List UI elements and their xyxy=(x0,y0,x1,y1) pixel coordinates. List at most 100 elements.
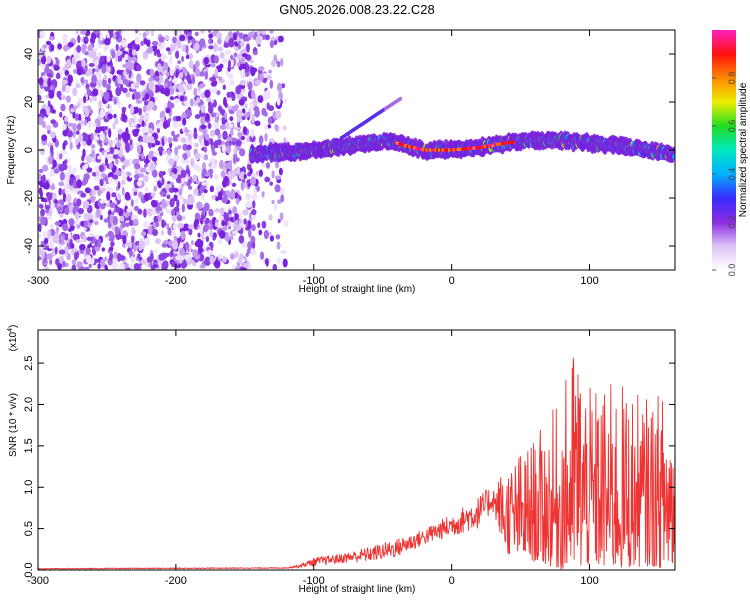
noise-speckle xyxy=(176,214,183,222)
noise-speckle xyxy=(47,77,52,88)
noise-speckle xyxy=(150,192,156,197)
noise-speckle xyxy=(148,135,155,143)
noise-speckle xyxy=(173,194,178,202)
x-tick-label: 0 xyxy=(449,275,455,287)
noise-speckle xyxy=(136,73,142,83)
noise-speckle xyxy=(232,206,238,215)
noise-speckle xyxy=(282,258,288,268)
noise-speckle xyxy=(63,44,69,52)
noise-speckle xyxy=(133,263,140,270)
noise-speckle xyxy=(115,206,121,213)
noise-speckle xyxy=(64,159,68,164)
noise-speckle xyxy=(216,90,221,96)
noise-speckle xyxy=(66,193,72,204)
noise-speckle xyxy=(62,192,67,203)
noise-speckle xyxy=(200,83,206,88)
noise-speckle xyxy=(188,244,192,254)
noise-speckle xyxy=(157,182,162,189)
noise-speckle xyxy=(242,126,247,135)
noise-speckle xyxy=(173,98,181,104)
noise-speckle xyxy=(231,137,238,143)
noise-speckle xyxy=(233,52,238,58)
noise-speckle xyxy=(167,80,173,87)
noise-speckle xyxy=(264,124,268,131)
noise-speckle xyxy=(84,187,91,194)
noise-speckle xyxy=(208,208,214,217)
noise-speckle xyxy=(223,42,230,48)
noise-speckle xyxy=(163,35,170,41)
noise-speckle xyxy=(70,108,76,113)
noise-speckle xyxy=(218,229,226,239)
noise-speckle xyxy=(244,103,248,109)
noise-speckle xyxy=(119,141,126,151)
noise-speckle xyxy=(121,132,128,140)
noise-speckle xyxy=(82,164,88,171)
noise-speckle xyxy=(128,158,133,167)
noise-speckle xyxy=(49,184,56,191)
noise-speckle xyxy=(217,105,223,112)
noise-speckle xyxy=(63,183,70,190)
noise-speckle xyxy=(198,134,203,144)
noise-speckle xyxy=(265,162,271,169)
noise-speckle xyxy=(191,37,196,46)
noise-speckle xyxy=(183,159,190,165)
noise-speckle xyxy=(182,223,190,232)
noise-speckle xyxy=(251,209,257,216)
noise-speckle xyxy=(46,253,53,260)
noise-speckle xyxy=(96,78,102,88)
noise-speckle xyxy=(126,133,131,141)
noise-speckle xyxy=(99,187,107,192)
y-tick-label: -40 xyxy=(23,238,35,254)
noise-speckle xyxy=(45,180,49,188)
noise-speckle xyxy=(188,227,193,236)
noise-speckle xyxy=(101,173,106,178)
noise-speckle xyxy=(135,30,139,34)
noise-speckle xyxy=(222,130,228,140)
noise-speckle xyxy=(45,124,52,131)
noise-speckle xyxy=(106,191,111,201)
noise-speckle xyxy=(72,87,78,97)
noise-speckle xyxy=(84,107,90,118)
noise-speckle xyxy=(187,30,192,33)
noise-speckle xyxy=(254,120,261,127)
noise-speckle xyxy=(228,123,234,129)
noise-speckle xyxy=(174,146,179,156)
noise-speckle xyxy=(59,171,65,181)
noise-speckle xyxy=(88,62,95,67)
noise-speckle xyxy=(140,40,145,47)
noise-speckle xyxy=(86,167,93,173)
noise-speckle xyxy=(165,107,171,114)
noise-speckle xyxy=(103,151,108,159)
noise-speckle xyxy=(273,203,278,211)
noise-speckle xyxy=(210,112,217,118)
noise-speckle xyxy=(55,258,60,266)
noise-speckle xyxy=(239,148,246,157)
noise-speckle xyxy=(181,55,185,63)
noise-speckle xyxy=(204,133,210,141)
noise-speckle xyxy=(133,205,139,212)
noise-speckle xyxy=(106,83,111,91)
noise-speckle xyxy=(258,66,265,72)
noise-speckle xyxy=(162,221,167,227)
noise-speckle xyxy=(214,68,219,78)
noise-speckle xyxy=(241,258,246,263)
noise-speckle xyxy=(131,227,136,235)
snr-y-tick-label: 2.5 xyxy=(23,355,35,370)
noise-speckle xyxy=(71,264,77,270)
noise-speckle xyxy=(158,36,165,43)
noise-speckle xyxy=(208,45,214,50)
noise-speckle xyxy=(247,220,252,230)
noise-speckle xyxy=(64,84,70,94)
noise-speckle xyxy=(38,89,43,94)
noise-speckle xyxy=(134,91,141,100)
noise-speckle xyxy=(132,128,139,137)
noise-speckle xyxy=(48,89,55,99)
noise-speckle xyxy=(52,58,57,65)
noise-speckle xyxy=(43,230,47,238)
noise-speckle xyxy=(276,241,281,250)
noise-speckle xyxy=(54,221,61,226)
noise-speckle xyxy=(42,164,49,172)
noise-speckle xyxy=(46,73,52,78)
noise-speckle xyxy=(119,148,123,158)
